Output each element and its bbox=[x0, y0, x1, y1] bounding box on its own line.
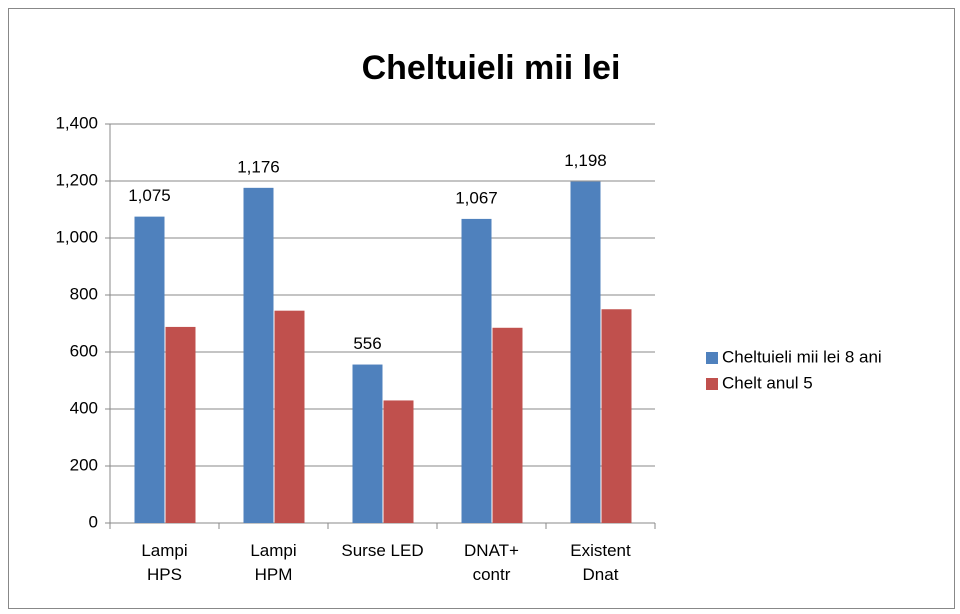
legend-label: Chelt anul 5 bbox=[722, 373, 813, 392]
data-label: 1,067 bbox=[455, 188, 498, 207]
data-label: 1,075 bbox=[128, 186, 171, 205]
legend-label: Cheltuieli mii lei 8 ani bbox=[722, 347, 882, 366]
bar bbox=[492, 327, 523, 523]
data-label: 556 bbox=[353, 334, 381, 353]
bar bbox=[461, 218, 492, 523]
bar bbox=[383, 400, 414, 523]
x-tick-label: Lampi HPM bbox=[250, 541, 297, 584]
bar bbox=[274, 310, 305, 523]
legend-swatch bbox=[706, 378, 718, 390]
legend-swatch bbox=[706, 352, 718, 364]
bar bbox=[134, 216, 165, 523]
x-tick-label: Existent Dnat bbox=[570, 541, 631, 584]
y-tick-label: 400 bbox=[70, 398, 98, 417]
y-tick-label: 1,200 bbox=[55, 170, 98, 189]
bar bbox=[352, 364, 383, 523]
bar bbox=[601, 309, 632, 523]
chart-title: Cheltuieli mii lei bbox=[362, 49, 621, 87]
x-tick-label: DNAT+ contr bbox=[464, 541, 519, 584]
y-tick-label: 200 bbox=[70, 455, 98, 474]
bar bbox=[243, 187, 274, 523]
x-tick-label: Surse LED bbox=[341, 541, 424, 560]
data-label: 1,176 bbox=[237, 157, 280, 176]
y-tick-label: 1,400 bbox=[55, 113, 98, 132]
bar bbox=[165, 326, 196, 523]
y-tick-label: 1,000 bbox=[55, 227, 98, 246]
y-tick-label: 800 bbox=[70, 284, 98, 303]
data-label: 1,198 bbox=[564, 151, 607, 170]
bar bbox=[570, 181, 601, 523]
y-tick-label: 600 bbox=[70, 341, 98, 360]
y-tick-label: 0 bbox=[89, 512, 98, 531]
x-tick-label: Lampi HPS bbox=[141, 541, 188, 584]
